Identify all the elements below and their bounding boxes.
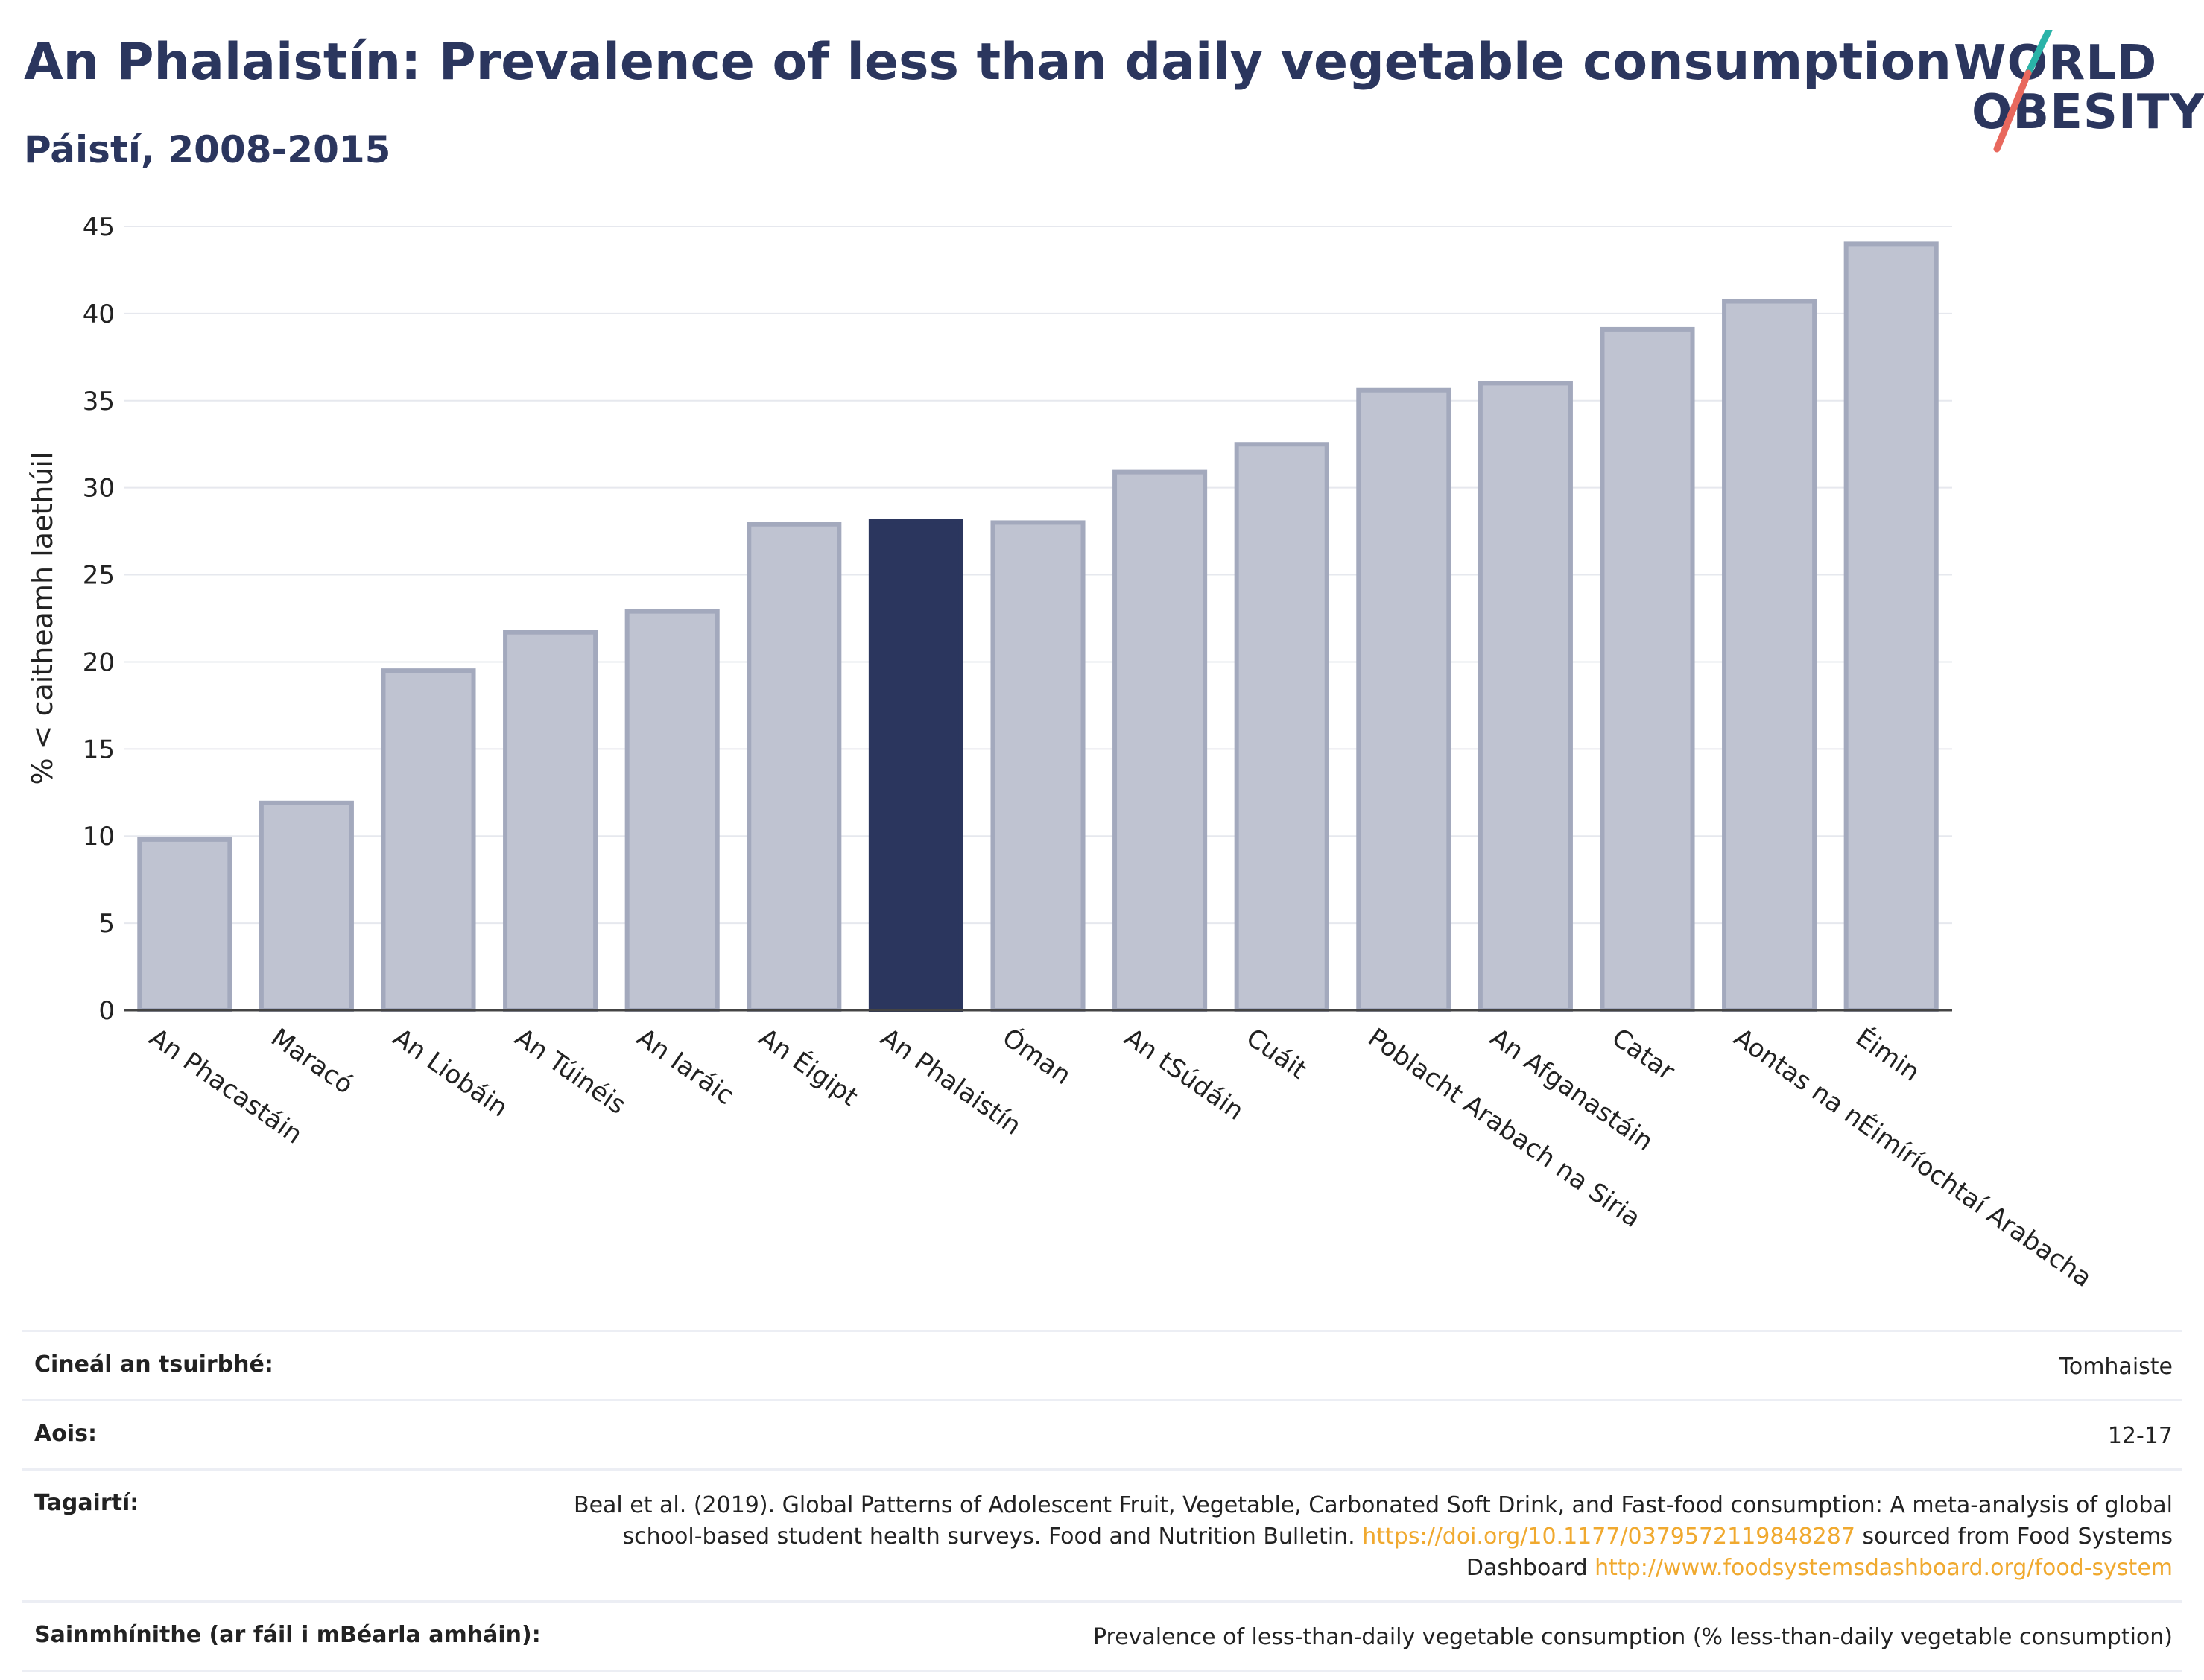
bar	[1843, 241, 1939, 1012]
bar	[1234, 442, 1329, 1012]
y-tick-label: 5	[98, 909, 115, 939]
bar	[990, 520, 1086, 1012]
x-tick-label: An tSúdáin	[1118, 1023, 1249, 1126]
meta-value-references: Beal et al. (2019). Global Patterns of A…	[571, 1490, 2173, 1584]
logo-line-1: WORLD	[1954, 36, 2158, 91]
chart-title: An Phalaistín: Prevalence of less than d…	[24, 33, 1951, 92]
meta-row-references: Tagairtí: Beal et al. (2019). Global Pat…	[22, 1468, 2182, 1600]
reference-text: Beal et al. (2019). Global Patterns of A…	[573, 1492, 2173, 1550]
meta-label: Sainmhínithe (ar fáil i mBéarla amháin):	[34, 1622, 541, 1648]
bar	[381, 668, 476, 1013]
reference-text-2: sourced from Food Systems Dashboard	[1466, 1524, 2173, 1581]
x-tick-label: Óman	[997, 1022, 1077, 1091]
y-tick-label: 40	[83, 299, 115, 329]
bar	[624, 609, 720, 1012]
y-tick-label: 30	[83, 474, 115, 504]
y-tick-label: 20	[83, 647, 115, 677]
y-tick-label: 45	[83, 212, 115, 242]
meta-value: Tomhaiste	[2059, 1354, 2173, 1380]
logo-slash-icon	[1993, 30, 2053, 153]
bar	[137, 837, 232, 1012]
x-tick-label: An Éigipt	[753, 1022, 864, 1112]
doi-link[interactable]: https://doi.org/10.1177/0379572119848287	[1362, 1524, 1855, 1550]
meta-label: Cineál an tsuirbhé:	[34, 1351, 273, 1378]
bars	[137, 241, 1939, 1013]
y-tick-label: 25	[83, 561, 115, 591]
x-tick-label: An Liobáin	[387, 1023, 513, 1123]
chart-subtitle: Páistí, 2008-2015	[24, 128, 391, 171]
x-tick-label: An Iaráic	[631, 1023, 739, 1111]
metadata-table: Cineál an tsuirbhé: Tomhaiste Aois: 12-1…	[22, 1330, 2182, 1672]
bar	[1112, 469, 1208, 1013]
y-axis-title: % < caitheamh laethúil	[26, 451, 59, 784]
y-tick-label: 10	[83, 822, 115, 852]
x-tick-label: Catar	[1606, 1023, 1680, 1087]
x-tick-label: Maracó	[265, 1023, 358, 1100]
bar	[1356, 387, 1451, 1012]
bar	[1478, 381, 1573, 1012]
x-tick-label: Cuáit	[1241, 1023, 1312, 1085]
bar	[503, 630, 598, 1012]
y-tick-label: 0	[98, 996, 115, 1026]
meta-value: 12-17	[2107, 1423, 2173, 1449]
meta-row-age: Aois: 12-17	[22, 1399, 2182, 1468]
y-tick-label: 35	[83, 387, 115, 416]
bar	[747, 522, 842, 1012]
y-tick-label: 15	[83, 735, 115, 764]
bar	[259, 800, 354, 1012]
meta-label: Aois:	[34, 1421, 97, 1447]
y-axis-ticks: 0 5 10 15 20 25 30 35 40 45	[83, 212, 115, 1026]
dashboard-link[interactable]: http://www.foodsystemsdashboard.org/food…	[1595, 1555, 2173, 1581]
meta-row-survey-type: Cineál an tsuirbhé: Tomhaiste	[22, 1330, 2182, 1399]
x-tick-label: Éimin	[1850, 1022, 1925, 1088]
meta-row-definitions: Sainmhínithe (ar fáil i mBéarla amháin):…	[22, 1600, 2182, 1672]
world-obesity-logo: WORLD OBESITY	[1945, 30, 2204, 156]
bar	[868, 519, 963, 1012]
meta-label: Tagairtí:	[34, 1490, 139, 1516]
bar	[1600, 326, 1695, 1012]
meta-value: Prevalence of less-than-daily vegetable …	[1092, 1624, 2173, 1650]
x-tick-label: An Túinéis	[509, 1023, 631, 1120]
bar	[1722, 299, 1817, 1013]
